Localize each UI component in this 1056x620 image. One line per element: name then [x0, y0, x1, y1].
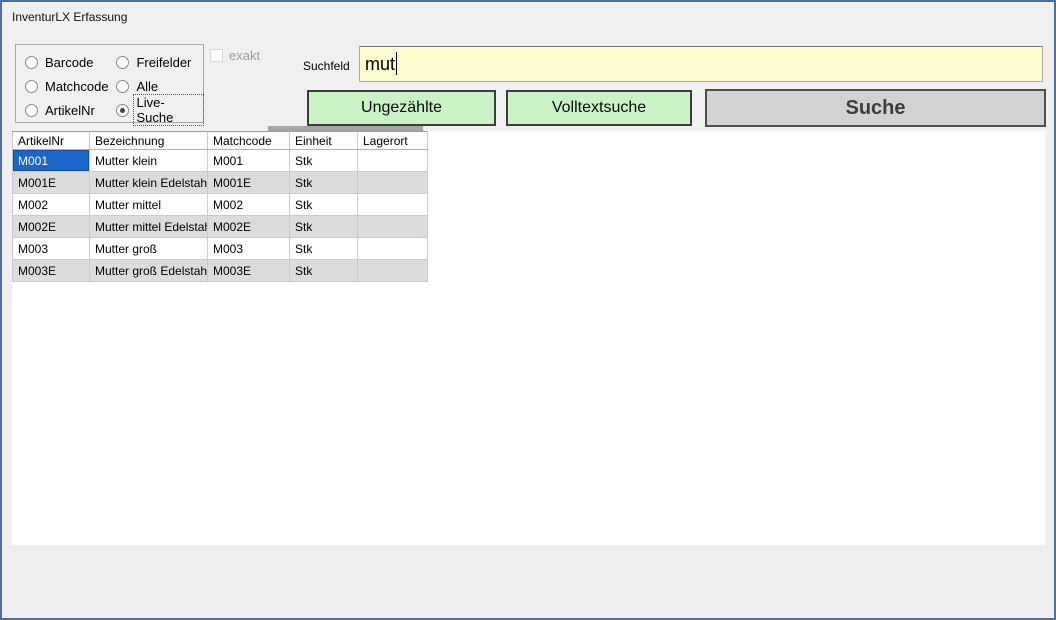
divider: [268, 126, 423, 131]
table-row[interactable]: M001E Mutter klein Edelstahl M001E Stk: [12, 171, 428, 194]
radio-label: Matchcode: [45, 78, 109, 94]
column-header: Bezeichnung: [89, 131, 208, 150]
search-field-label: Suchfeld: [303, 59, 350, 73]
radio-circle-icon: [25, 79, 38, 93]
table-row[interactable]: M003 Mutter groß M003 Stk: [12, 237, 428, 260]
radio-circle-icon: [116, 55, 130, 69]
radio-artikelnr[interactable]: ArtikelNr: [25, 102, 116, 118]
table-cell[interactable]: M002: [207, 193, 290, 216]
table-cell[interactable]: [357, 215, 428, 238]
radio-alle[interactable]: Alle: [116, 78, 203, 94]
table-cell[interactable]: Stk: [289, 215, 358, 238]
table-cell[interactable]: Mutter mittel Edelstahl: [89, 215, 208, 238]
exact-checkbox: [210, 49, 223, 62]
fulltext-search-button[interactable]: Volltextsuche: [506, 90, 692, 126]
radio-label: ArtikelNr: [45, 102, 95, 118]
table-cell[interactable]: Mutter groß: [89, 237, 208, 260]
radio-label: Live-Suche: [133, 94, 204, 126]
radio-barcode[interactable]: Barcode: [25, 54, 116, 70]
table-cell[interactable]: Stk: [289, 149, 358, 172]
table-cell[interactable]: M001: [207, 149, 290, 172]
search-input[interactable]: [359, 46, 1043, 82]
table-cell[interactable]: Mutter mittel: [89, 193, 208, 216]
radio-circle-icon: [116, 79, 130, 93]
table-cell[interactable]: Mutter klein: [89, 149, 208, 172]
table-cell[interactable]: M003: [12, 237, 90, 260]
table-cell[interactable]: M002: [12, 193, 90, 216]
radio-circle-icon: [25, 103, 38, 117]
column-header: Matchcode: [207, 131, 290, 150]
results-table: ArtikelNr Bezeichnung Matchcode Einheit Lage…: [12, 131, 428, 282]
table-cell[interactable]: Stk: [289, 259, 358, 282]
results-area: ArtikelNr Bezeichnung Matchcode Einheit Lage…: [12, 131, 1045, 545]
table-cell[interactable]: Stk: [289, 171, 358, 194]
radio-matchcode[interactable]: Matchcode: [25, 78, 116, 94]
table-cell[interactable]: M003: [207, 237, 290, 260]
table-cell[interactable]: [357, 237, 428, 260]
radio-label: Barcode: [45, 54, 94, 70]
table-cell[interactable]: Stk: [289, 237, 358, 260]
table-cell[interactable]: Stk: [289, 193, 358, 216]
table-cell[interactable]: M002E: [207, 215, 290, 238]
table-cell[interactable]: M001E: [207, 171, 290, 194]
window-title: InventurLX Erfassung: [12, 10, 128, 24]
column-header: ArtikelNr: [12, 131, 90, 150]
radio-label: Freifelder: [136, 54, 192, 70]
table-row[interactable]: M001 Mutter klein M001 Stk: [12, 149, 428, 172]
table-header-row: ArtikelNr Bezeichnung Matchcode Einheit Lage…: [12, 131, 428, 150]
table-cell[interactable]: [357, 259, 428, 282]
table-cell[interactable]: M003E: [12, 259, 90, 282]
table-cell[interactable]: M003E: [207, 259, 290, 282]
footer-bar: Erfassung vollständig abgeschlossen Schl…: [2, 545, 1054, 618]
table-row[interactable]: M003E Mutter groß Edelstahl M003E Stk: [12, 259, 428, 282]
text-caret: [396, 52, 397, 75]
radio-circle-icon: [116, 103, 130, 117]
exact-checkbox-group: exakt: [210, 48, 260, 63]
column-header: Lagerort: [357, 131, 428, 150]
table-cell[interactable]: M002E: [12, 215, 90, 238]
search-mode-group: Barcode Matchcode ArtikelNr Freifelder A…: [15, 44, 204, 126]
table-cell[interactable]: Mutter groß Edelstahl: [89, 259, 208, 282]
table-row[interactable]: M002E Mutter mittel Edelstahl M002E Stk: [12, 215, 428, 238]
radio-freifelder[interactable]: Freifelder: [116, 54, 203, 70]
table-cell[interactable]: Mutter klein Edelstahl: [89, 171, 208, 194]
table-cell[interactable]: M001E: [12, 171, 90, 194]
radio-circle-icon: [25, 55, 38, 69]
table-cell[interactable]: [357, 171, 428, 194]
uncounted-button[interactable]: Ungezählte: [307, 90, 496, 126]
table-cell[interactable]: [357, 193, 428, 216]
exact-checkbox-label: exakt: [229, 48, 261, 63]
column-header: Einheit: [289, 131, 358, 150]
radio-column-left: Barcode Matchcode ArtikelNr: [25, 54, 116, 122]
table-row[interactable]: M002 Mutter mittel M002 Stk: [12, 193, 428, 216]
table-cell[interactable]: [357, 149, 428, 172]
radio-live-suche[interactable]: Live-Suche: [116, 94, 204, 126]
table-cell[interactable]: M001: [12, 149, 90, 172]
search-button[interactable]: Suche: [705, 89, 1046, 127]
radio-label: Alle: [136, 78, 159, 94]
radio-column-right: Freifelder Alle Live-Suche: [116, 54, 204, 126]
